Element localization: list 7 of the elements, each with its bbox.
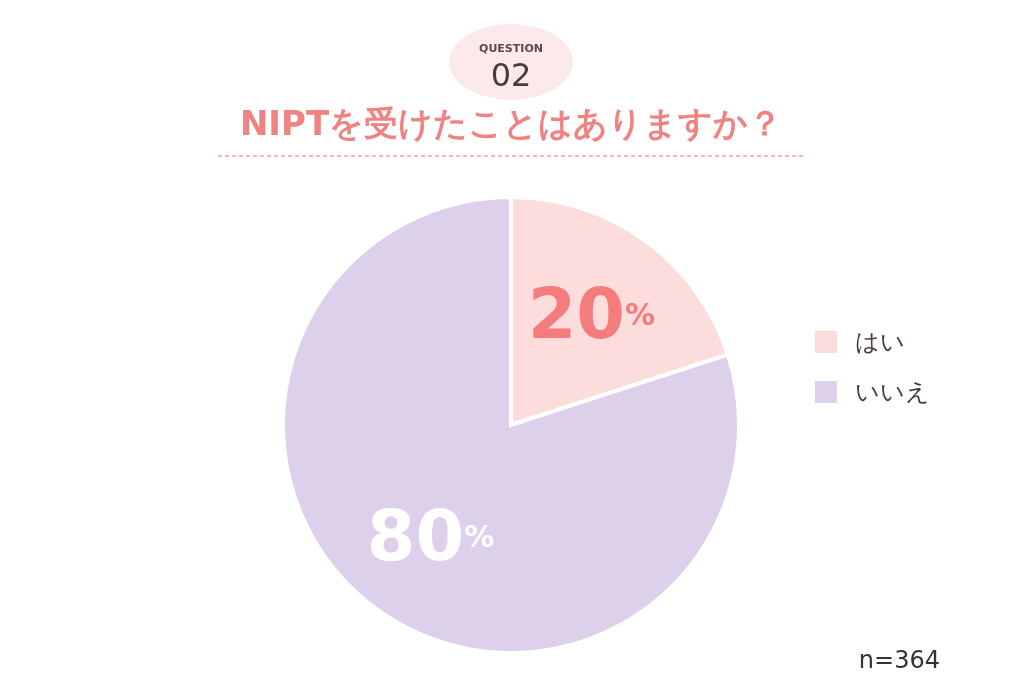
data-label: 20% bbox=[527, 273, 656, 356]
text: 02 bbox=[490, 56, 532, 94]
chart-title: NIPTを受けたことはありますか？ bbox=[239, 103, 783, 143]
legend-label: いいえ bbox=[855, 378, 930, 406]
legend-label: はい bbox=[855, 328, 905, 356]
text: QUESTION bbox=[479, 42, 543, 55]
text: n=364 bbox=[858, 646, 940, 674]
